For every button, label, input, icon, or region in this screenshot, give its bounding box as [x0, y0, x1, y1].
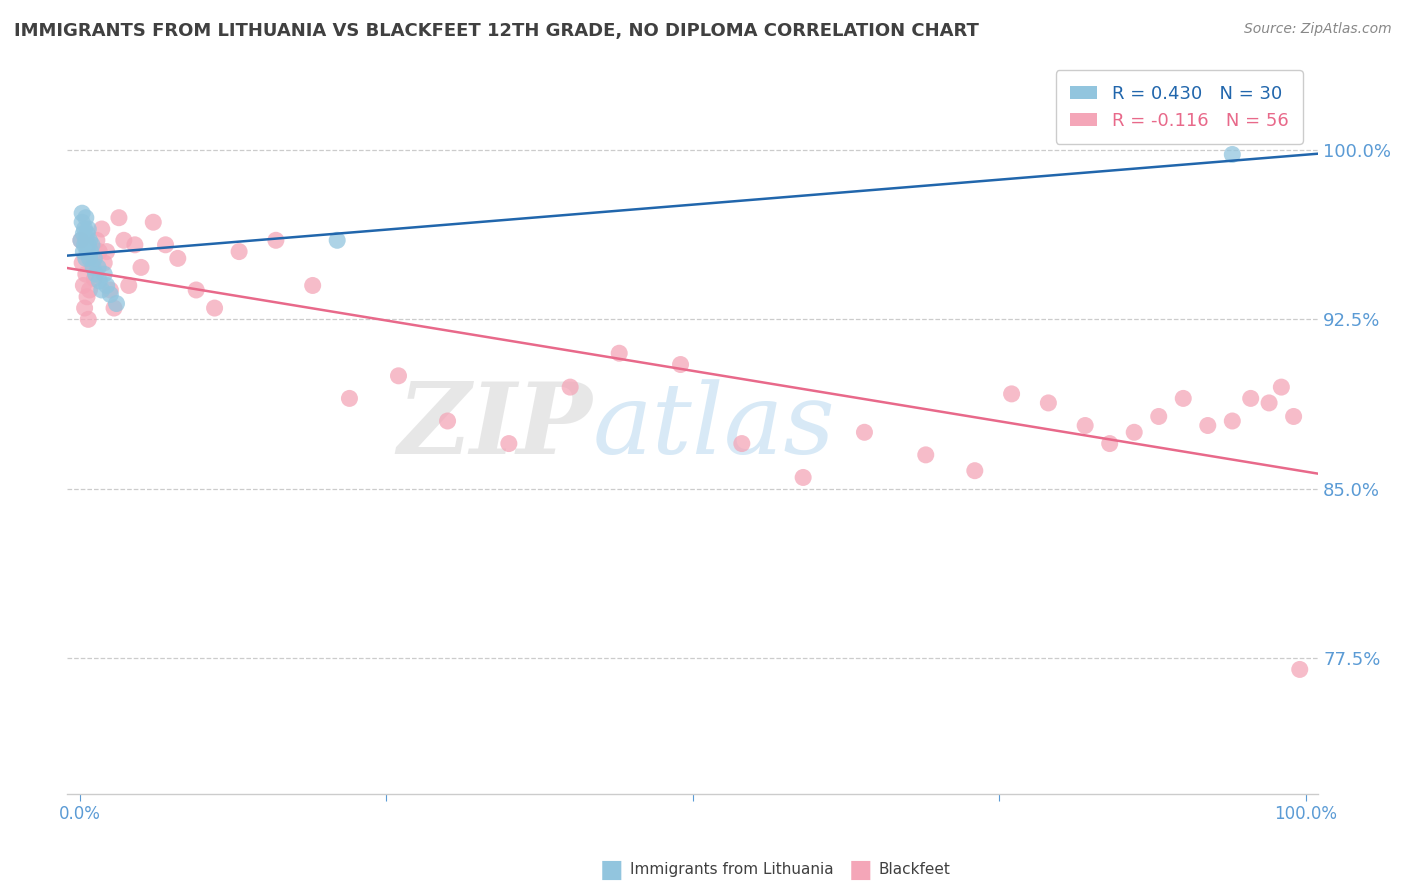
Point: [89, 244, 111, 259]
Point: [70, 233, 93, 247]
Point: [79, 252, 101, 266]
Point: [1240, 392, 1263, 406]
Point: [498, 436, 520, 450]
Point: [112, 233, 135, 247]
Legend: R = 0.430   N = 30, R = -0.116   N = 56: R = 0.430 N = 30, R = -0.116 N = 56: [1056, 70, 1303, 144]
Point: [80, 237, 103, 252]
Point: [1098, 436, 1121, 450]
Point: [914, 448, 936, 462]
Point: [108, 211, 131, 225]
Text: ■: ■: [849, 858, 872, 881]
Point: [669, 358, 692, 372]
Point: [1000, 387, 1022, 401]
Point: [75, 233, 97, 247]
Text: Source: ZipAtlas.com: Source: ZipAtlas.com: [1244, 22, 1392, 37]
Point: [103, 301, 125, 315]
Point: [73, 222, 96, 236]
Text: Blackfeet: Blackfeet: [879, 863, 950, 877]
Point: [560, 380, 582, 394]
Point: [77, 237, 100, 252]
Point: [1288, 663, 1310, 677]
Point: [1282, 409, 1305, 424]
Point: [166, 252, 188, 266]
Point: [75, 252, 97, 266]
Point: [83, 271, 105, 285]
Point: [83, 252, 105, 266]
Point: [79, 233, 101, 247]
Point: [142, 215, 165, 229]
Point: [72, 278, 94, 293]
Point: [792, 470, 814, 484]
Point: [72, 244, 94, 259]
Point: [1258, 396, 1281, 410]
Point: [1220, 147, 1243, 161]
Text: ZIP: ZIP: [398, 378, 593, 475]
Point: [79, 283, 101, 297]
Point: [436, 414, 458, 428]
Point: [1123, 425, 1146, 440]
Point: [84, 267, 107, 281]
Point: [93, 267, 115, 281]
Point: [86, 233, 108, 247]
Point: [264, 233, 287, 247]
Text: ■: ■: [600, 858, 623, 881]
Point: [186, 283, 208, 297]
Point: [73, 237, 96, 252]
Point: [105, 296, 128, 310]
Point: [301, 278, 323, 293]
Point: [963, 464, 986, 478]
Point: [76, 244, 98, 259]
Point: [731, 436, 754, 450]
Point: [124, 237, 146, 252]
Point: [1173, 392, 1195, 406]
Point: [1220, 414, 1243, 428]
Point: [80, 244, 103, 259]
Point: [72, 227, 94, 241]
Point: [75, 267, 97, 281]
Point: [76, 227, 98, 241]
Point: [1074, 418, 1097, 433]
Point: [77, 222, 100, 236]
Point: [339, 392, 361, 406]
Point: [82, 260, 104, 275]
Point: [118, 278, 141, 293]
Point: [70, 215, 93, 229]
Point: [70, 233, 93, 247]
Point: [204, 301, 226, 315]
Point: [387, 368, 409, 383]
Point: [326, 233, 349, 247]
Point: [73, 301, 96, 315]
Text: Immigrants from Lithuania: Immigrants from Lithuania: [630, 863, 834, 877]
Point: [228, 244, 250, 259]
Point: [93, 256, 115, 270]
Point: [87, 260, 110, 275]
Point: [607, 346, 630, 360]
Point: [1197, 418, 1219, 433]
Point: [70, 256, 93, 270]
Text: atlas: atlas: [593, 379, 835, 475]
Point: [80, 256, 103, 270]
Point: [1270, 380, 1292, 394]
Point: [129, 260, 152, 275]
Point: [98, 287, 121, 301]
Point: [89, 274, 111, 288]
Point: [1038, 396, 1060, 410]
Point: [77, 312, 100, 326]
Point: [98, 283, 121, 297]
Point: [90, 283, 112, 297]
Point: [90, 222, 112, 236]
Point: [96, 278, 118, 293]
Point: [70, 206, 93, 220]
Point: [155, 237, 177, 252]
Point: [1147, 409, 1170, 424]
Point: [76, 290, 98, 304]
Point: [75, 211, 97, 225]
Text: IMMIGRANTS FROM LITHUANIA VS BLACKFEET 12TH GRADE, NO DIPLOMA CORRELATION CHART: IMMIGRANTS FROM LITHUANIA VS BLACKFEET 1…: [14, 22, 979, 40]
Point: [96, 244, 118, 259]
Point: [853, 425, 876, 440]
